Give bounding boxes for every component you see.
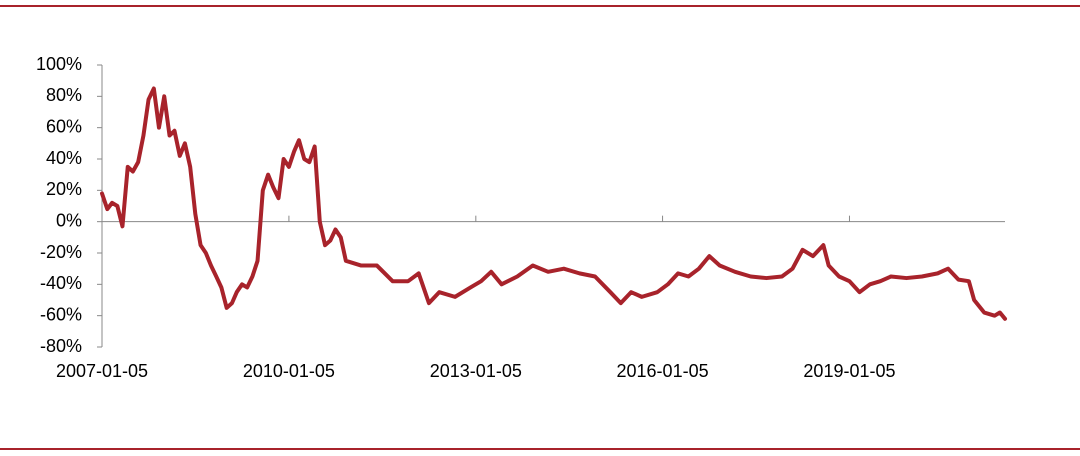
y-tick-label: -80%: [40, 336, 82, 356]
y-tick-label: -40%: [40, 273, 82, 293]
y-tick-label: 100%: [36, 54, 82, 74]
y-tick-label: 40%: [46, 148, 82, 168]
x-tick-label: 2013-01-05: [430, 361, 522, 381]
series-line: [100, 86, 1007, 321]
x-tick-label: 2019-01-05: [803, 361, 895, 381]
x-tick-label: 2016-01-05: [617, 361, 709, 381]
y-tick-label: -60%: [40, 304, 82, 324]
y-tick-label: 20%: [46, 179, 82, 199]
x-tick-label: 2010-01-05: [243, 361, 335, 381]
y-tick-label: 80%: [46, 85, 82, 105]
y-tick-label: 60%: [46, 116, 82, 136]
x-tick-label: 2007-01-05: [56, 361, 148, 381]
y-tick-label: 0%: [56, 210, 82, 230]
y-tick-label: -20%: [40, 242, 82, 262]
